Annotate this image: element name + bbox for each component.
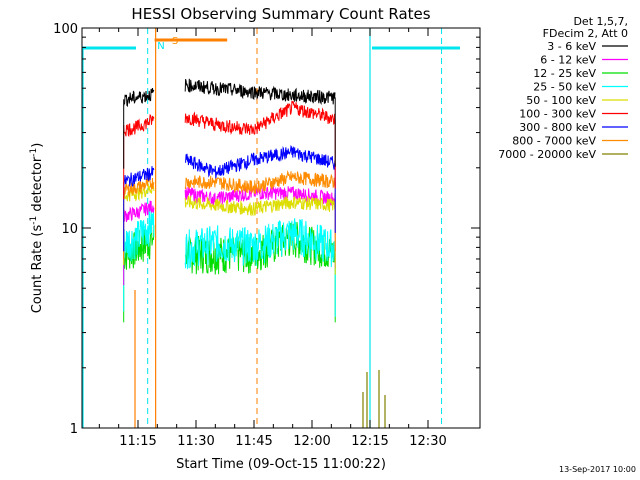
y-axis: 1 10 100 — [53, 22, 480, 437]
legend-label: 25 - 50 keV — [533, 81, 596, 94]
legend-label: 12 - 25 keV — [533, 67, 596, 80]
legend-label: 50 - 100 keV — [526, 94, 596, 107]
flag-label-n: N — [157, 41, 164, 52]
x-tick-label: 12:15 — [351, 434, 388, 449]
series-line-1-0 — [123, 200, 155, 223]
legend-label: 6 - 12 keV — [540, 54, 596, 67]
chart-title: HESSI Observing Summary Count Rates — [131, 5, 430, 23]
series-line-1-1 — [184, 186, 336, 207]
footer-date: 13-Sep-2017 10:00 — [559, 465, 636, 474]
series-line-6-1 — [184, 145, 336, 179]
legend-header-line: Det 1,5,7, — [573, 15, 628, 28]
legend-label: 3 - 6 keV — [547, 40, 596, 53]
series-6 — [123, 145, 336, 252]
series-line-3-0 — [123, 207, 155, 262]
flag-label-s: S — [172, 36, 178, 47]
series-line-7-1 — [184, 169, 336, 195]
series-0 — [123, 78, 336, 169]
series-8 — [362, 370, 386, 428]
series-line-4-1 — [184, 195, 336, 217]
x-tick-label: 11:15 — [119, 434, 156, 449]
x-tick-label: 11:30 — [177, 434, 214, 449]
y-axis-label: Count Rate (s-1 detector-1) — [29, 143, 45, 314]
series-line-0-1 — [184, 78, 336, 106]
legend-header-line: FDecim 2, Att 0 — [543, 27, 628, 40]
y-tick-label: 100 — [53, 22, 78, 37]
x-axis-label: Start Time (09-Oct-15 11:00:22) — [176, 457, 386, 472]
saa-bar — [134, 28, 258, 428]
x-tick-label: 11:45 — [235, 434, 272, 449]
x-axis: 11:15 11:30 11:45 12:00 12:15 12:30 — [98, 28, 447, 449]
series-line-6-0 — [123, 166, 155, 188]
legend-label: 800 - 7000 keV — [512, 135, 596, 148]
series-line-0-0 — [123, 87, 155, 108]
series-line-3-1 — [184, 218, 336, 270]
series-line-5-1 — [184, 100, 336, 136]
y-tick-label: 10 — [61, 222, 78, 237]
legend-label: 7000 - 20000 keV — [498, 148, 596, 161]
legend-label: 100 - 300 keV — [519, 108, 596, 121]
x-tick-label: 12:00 — [293, 434, 330, 449]
series-line-7-0 — [123, 175, 155, 199]
legend-label: 300 - 800 keV — [519, 121, 596, 134]
x-tick-label: 12:30 — [409, 434, 446, 449]
series-layer — [123, 78, 386, 428]
series-line-5-0 — [123, 113, 155, 138]
y-tick-label: 1 — [70, 422, 78, 437]
